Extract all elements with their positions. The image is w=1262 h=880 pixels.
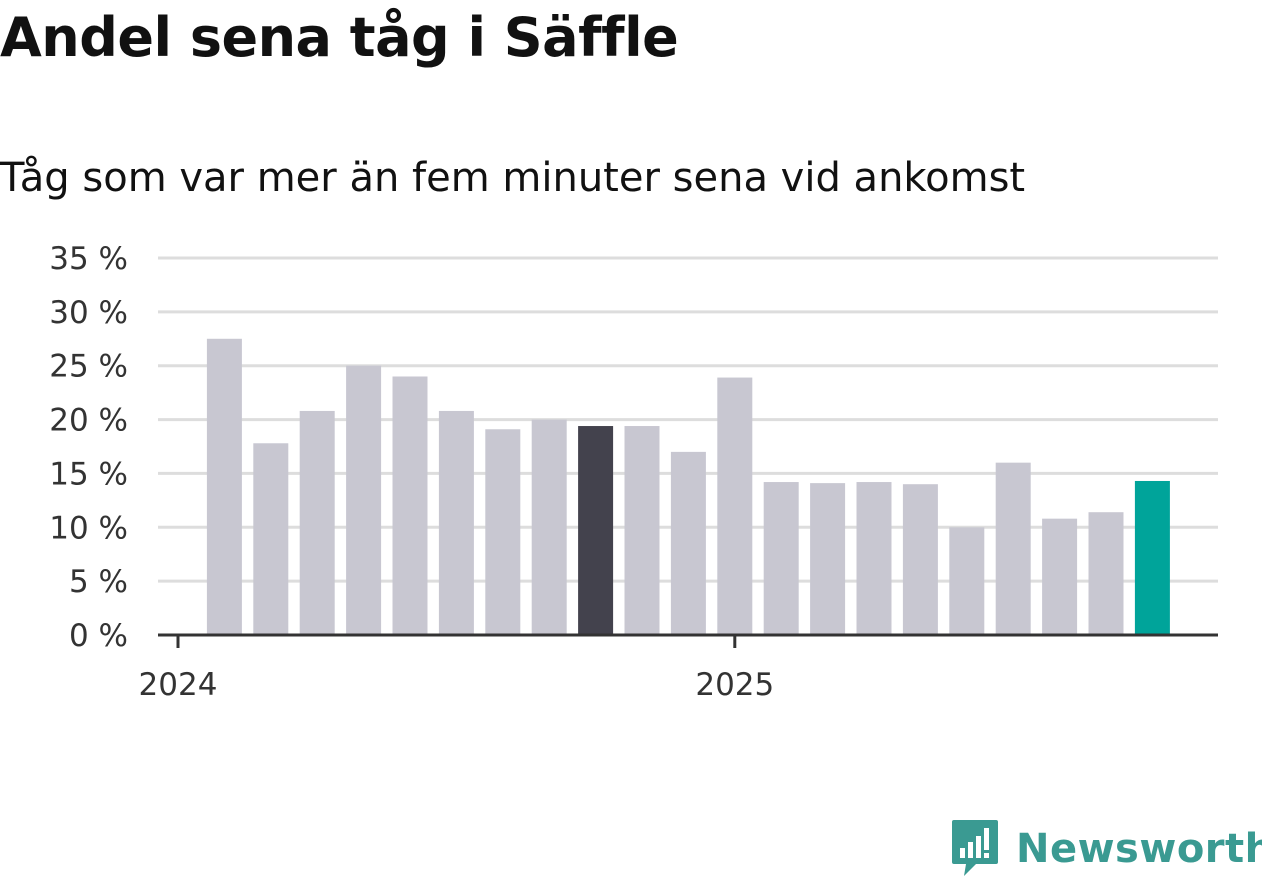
y-tick-label: 25 % (49, 349, 128, 385)
bar-2024-06 (392, 376, 428, 635)
bar-2025-10 (1134, 480, 1170, 635)
bar-2024-02 (206, 338, 242, 635)
y-tick-label: 35 % (49, 241, 128, 277)
bar-2025-02 (763, 482, 799, 635)
bar-2024-12 (670, 451, 706, 635)
bars (206, 338, 1170, 635)
bar-2025-05 (902, 484, 938, 635)
bar-2025-03 (810, 483, 846, 635)
bar-2025-09 (1088, 512, 1124, 635)
x-tick-label: 2024 (139, 667, 218, 703)
bar-2024-09 (531, 419, 567, 635)
bar-2024-10 (578, 426, 614, 635)
chart-title: Andel sena tåg i Säffle (0, 6, 679, 69)
newsworthy-logo-icon (952, 820, 998, 876)
chart-subtitle: Tåg som var mer än fem minuter sena vid … (0, 155, 1026, 201)
bar-2025-01 (717, 377, 753, 635)
bar-2024-05 (346, 365, 382, 635)
brand-name: Newsworthy (1016, 826, 1262, 872)
x-tick-label: 2025 (695, 667, 774, 703)
y-tick-label: 15 % (49, 456, 128, 492)
y-axis-ticks: 0 % 5 % 10 % 15 % 20 % 25 % 30 % 35 % (49, 241, 128, 654)
bar-2024-07 (438, 410, 474, 635)
y-tick-label: 0 % (69, 618, 128, 654)
bar-2025-08 (1042, 518, 1078, 635)
bar-2024-08 (485, 429, 521, 635)
bar-2025-04 (856, 482, 892, 635)
bar-2024-11 (624, 426, 660, 635)
y-tick-label: 30 % (49, 295, 128, 331)
bar-2025-06 (949, 527, 985, 635)
bar-chart: 0 % 5 % 10 % 15 % 20 % 25 % 30 % 35 % 2024 2025 (49, 241, 1218, 703)
bar-2024-03 (253, 443, 289, 635)
y-tick-label: 10 % (49, 510, 128, 546)
brand-logo: Newsworthy (950, 818, 1262, 880)
x-axis: 2024 2025 (139, 633, 1218, 703)
y-tick-label: 20 % (49, 403, 128, 439)
bar-2025-07 (995, 462, 1031, 635)
y-tick-label: 5 % (69, 564, 128, 600)
bar-2024-04 (299, 410, 335, 635)
